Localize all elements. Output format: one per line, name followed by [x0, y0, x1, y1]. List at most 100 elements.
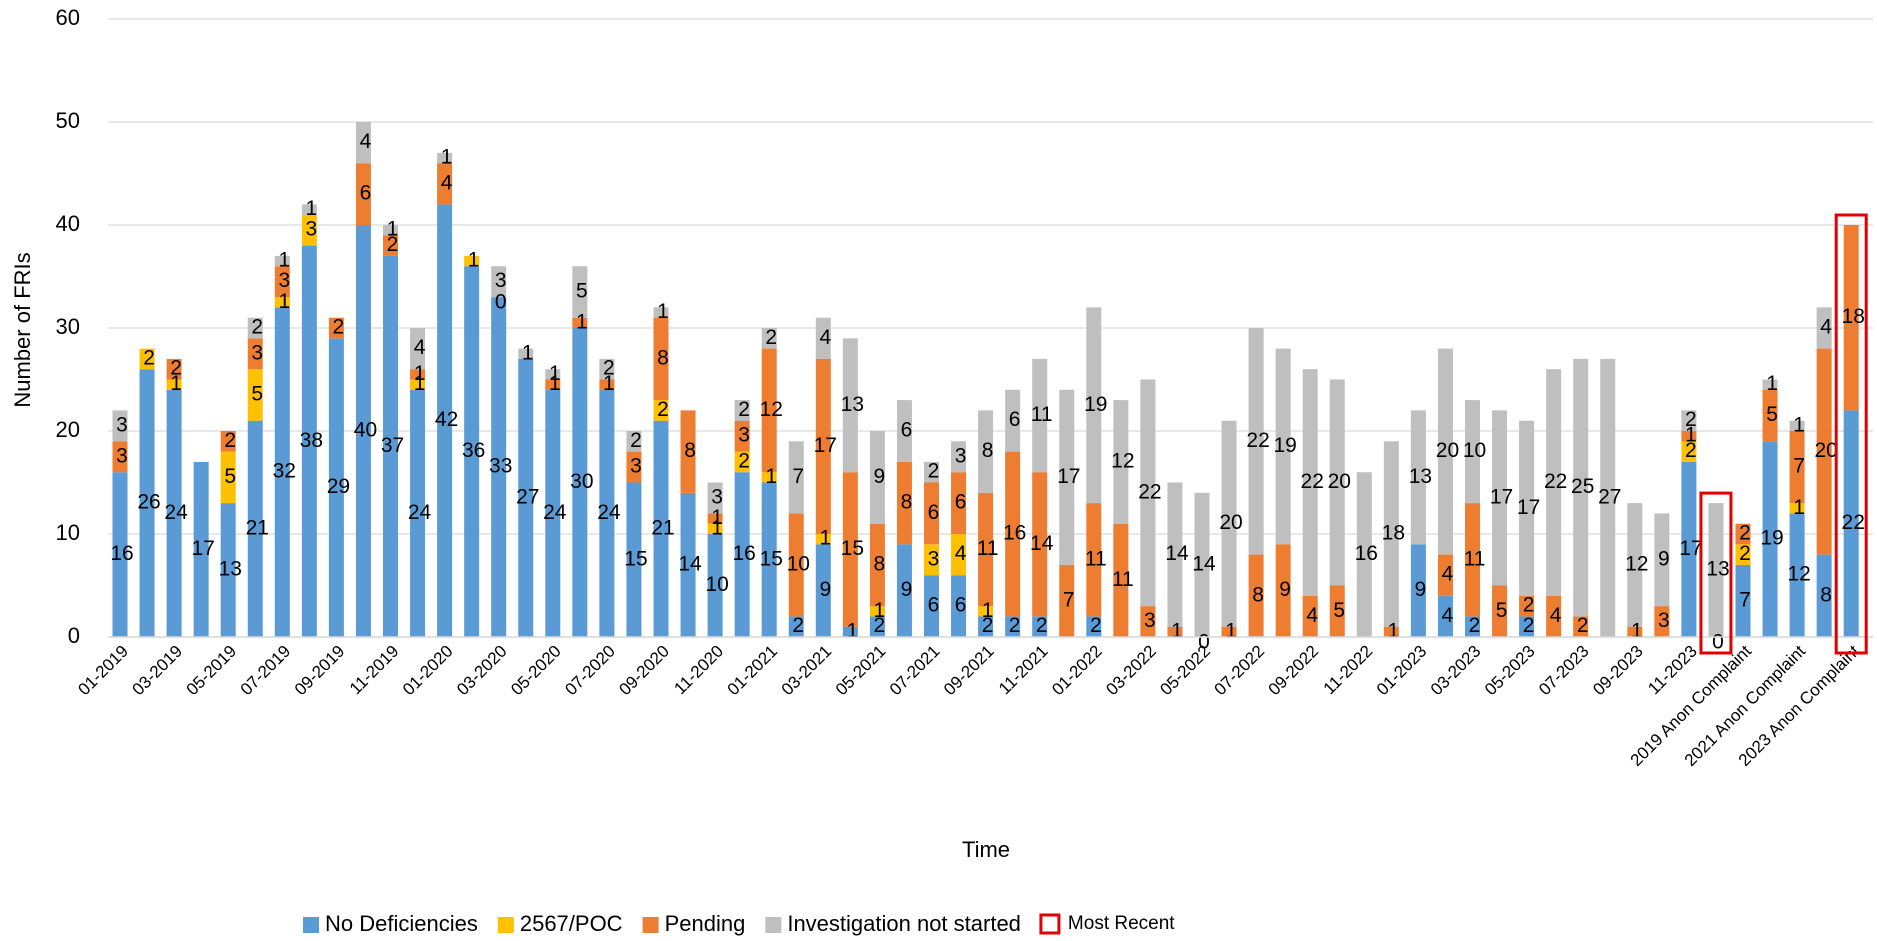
data-label: 14	[1192, 552, 1216, 575]
legend-label: No Deficiencies	[325, 911, 478, 936]
bar-segment	[1546, 369, 1562, 596]
bar-segment	[842, 338, 858, 473]
data-label: 1	[819, 527, 831, 550]
bar-segment	[518, 358, 534, 637]
data-label: 2	[387, 233, 399, 256]
bar-segment	[112, 472, 128, 637]
data-label: 12	[760, 398, 783, 421]
bar-segment	[869, 431, 885, 524]
data-label: 2	[170, 357, 182, 380]
bar-segment	[1410, 544, 1426, 637]
data-label: 0	[1198, 631, 1210, 654]
data-label: 2	[1009, 614, 1021, 637]
data-label: 9	[901, 578, 913, 601]
data-label: 1	[1171, 619, 1183, 642]
bar-segment	[410, 328, 426, 370]
data-label: 2	[1469, 614, 1481, 637]
data-label: 8	[684, 439, 696, 462]
data-label: 4	[1306, 604, 1318, 627]
bar-segment	[1789, 503, 1805, 514]
data-label: 6	[955, 491, 967, 514]
bar-segment	[1410, 410, 1426, 545]
legend-label: 2567/POC	[520, 911, 623, 936]
bar-segment	[247, 369, 263, 421]
bar-segment	[734, 451, 750, 473]
bar-segment	[924, 461, 939, 483]
bar-segment	[734, 400, 750, 421]
bar-segment	[166, 379, 182, 390]
data-label: 1	[278, 290, 290, 313]
bar-segment	[1329, 379, 1345, 586]
data-label: 2	[1577, 614, 1589, 637]
data-label: 10	[705, 573, 728, 596]
bar-segment	[1843, 410, 1859, 637]
data-label: 8	[1820, 583, 1832, 606]
data-label: 1	[306, 197, 318, 220]
bar-segment	[247, 317, 263, 339]
data-label: 18	[1842, 305, 1865, 328]
bar-segment	[1654, 606, 1670, 637]
bar-segment	[112, 410, 128, 442]
bar-segment	[1816, 307, 1832, 349]
bar-segment	[869, 606, 885, 617]
bar-segment	[1140, 606, 1156, 637]
data-label: 24	[408, 501, 432, 524]
bar-segment	[1519, 595, 1535, 617]
x-tick-label: 01-2021	[724, 642, 782, 700]
bar-segment	[328, 338, 344, 637]
y-tick-label: 30	[56, 314, 80, 339]
data-label: 17	[1490, 485, 1513, 508]
bar-segment	[193, 461, 209, 637]
bar-segment	[978, 410, 994, 493]
bar-segment	[1546, 595, 1562, 637]
data-label: 20	[1219, 511, 1242, 534]
data-label: 1	[847, 619, 859, 642]
data-label: 4	[1442, 604, 1454, 627]
data-label: 2	[251, 316, 263, 339]
bar-segment	[951, 534, 967, 576]
data-label: 1	[170, 372, 182, 395]
bar-segment	[788, 616, 804, 637]
bar-segment	[491, 266, 507, 298]
x-tick-label: 07-2020	[561, 642, 619, 700]
data-label: 1	[765, 465, 777, 488]
bar-segment	[1329, 585, 1345, 637]
data-label: 10	[787, 552, 810, 575]
legend-label: Pending	[665, 911, 746, 936]
bar-segment	[599, 379, 615, 390]
bar-segment	[220, 431, 236, 452]
data-label: 9	[1279, 578, 1291, 601]
data-label: 25	[1571, 475, 1594, 498]
data-label: 3	[278, 269, 290, 292]
data-label: 11	[1464, 547, 1486, 570]
data-label: 24	[597, 501, 621, 524]
data-label: 1	[468, 249, 480, 272]
bar-segment	[247, 420, 263, 637]
bar-segment	[924, 544, 939, 576]
bar-segment	[464, 266, 480, 637]
data-label: 1	[549, 362, 561, 385]
data-label: 1	[657, 300, 669, 323]
bar-segment	[951, 441, 967, 473]
bar-segment	[1735, 564, 1751, 637]
x-tick-label: 05-2019	[183, 642, 241, 700]
data-label: 1	[1631, 619, 1643, 642]
bar-segment	[1573, 616, 1589, 637]
data-label: 2	[1739, 522, 1751, 545]
x-tick-label: 05-2021	[832, 642, 890, 700]
x-tick-label: 07-2022	[1211, 642, 1269, 700]
data-label: 2	[333, 316, 345, 339]
data-label: 4	[414, 336, 426, 359]
bar-segment	[1492, 410, 1508, 586]
data-label: 0	[495, 291, 507, 314]
bar-segment	[1086, 307, 1102, 504]
data-label: 5	[251, 382, 263, 405]
y-tick-label: 0	[68, 623, 80, 648]
bar-segment	[301, 214, 317, 246]
data-label: 1	[387, 218, 399, 241]
data-label: 3	[711, 485, 723, 508]
bar-segment	[1113, 523, 1129, 637]
data-label: 11	[1031, 403, 1053, 426]
